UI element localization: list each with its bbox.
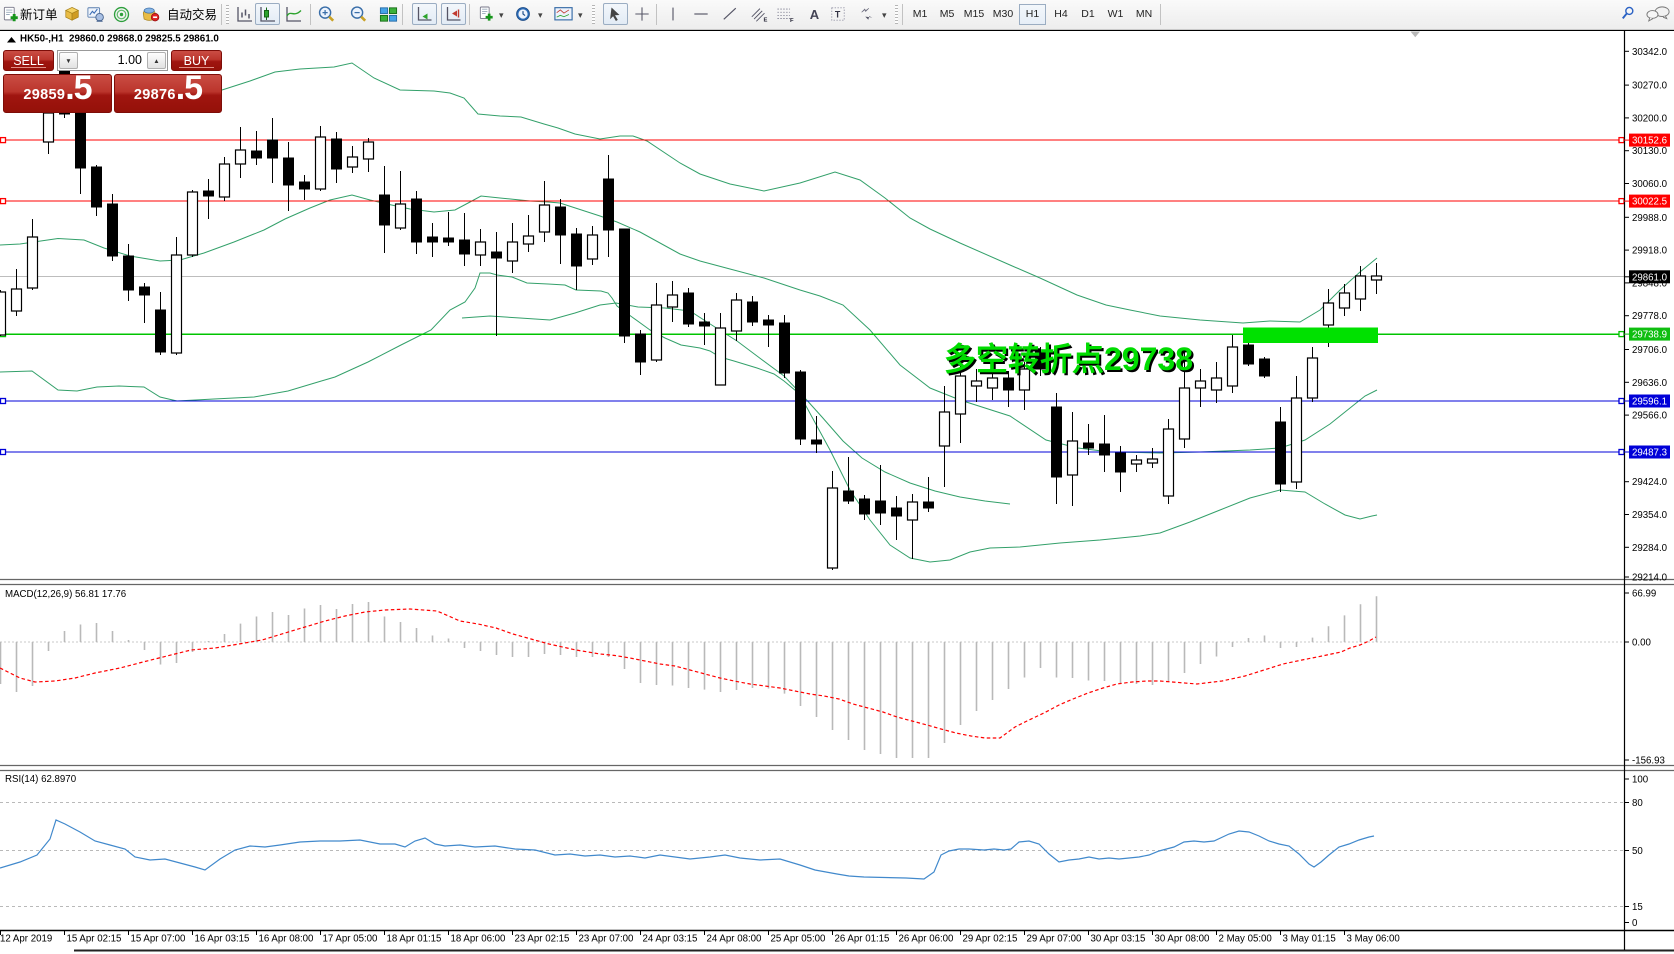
svg-text:50: 50 [1632, 846, 1643, 857]
svg-text:24 Apr 03:15: 24 Apr 03:15 [643, 934, 698, 945]
svg-text:100: 100 [1632, 775, 1649, 786]
svg-text:16 Apr 08:00: 16 Apr 08:00 [259, 934, 315, 945]
svg-text:80: 80 [1632, 798, 1643, 809]
svg-text:29424.0: 29424.0 [1632, 477, 1668, 488]
svg-text:23 Apr 02:15: 23 Apr 02:15 [515, 934, 570, 945]
svg-text:26 Apr 06:00: 26 Apr 06:00 [899, 934, 955, 945]
svg-text:HK50-,H1 29860.0 29868.0 2982: HK50-,H1 29860.0 29868.0 29825.5 29861.0 [20, 34, 219, 45]
svg-text:12 Apr 2019: 12 Apr 2019 [0, 934, 52, 945]
svg-text:T: T [835, 10, 841, 20]
svg-text:29354.0: 29354.0 [1632, 510, 1668, 521]
svg-text:30 Apr 08:00: 30 Apr 08:00 [1155, 934, 1211, 945]
svg-text:多空转折点29738: 多空转折点29738 [946, 343, 1195, 379]
svg-text:66.99: 66.99 [1632, 589, 1656, 600]
svg-text:0: 0 [1632, 918, 1638, 929]
svg-text:23 Apr 07:00: 23 Apr 07:00 [579, 934, 635, 945]
svg-text:29848.0: 29848.0 [1632, 278, 1668, 289]
svg-text:15: 15 [1632, 902, 1643, 913]
svg-text:29706.0: 29706.0 [1632, 345, 1668, 356]
svg-text:29738.9: 29738.9 [1632, 330, 1667, 341]
svg-text:29 Apr 07:00: 29 Apr 07:00 [1027, 934, 1083, 945]
svg-text:24 Apr 08:00: 24 Apr 08:00 [707, 934, 763, 945]
svg-text:3 May 06:00: 3 May 06:00 [1347, 934, 1401, 945]
svg-text:30152.6: 30152.6 [1632, 136, 1667, 147]
svg-text:多空转折点29738: 多空转折点29738 [944, 341, 1193, 377]
svg-text:RSI(14) 62.8970: RSI(14) 62.8970 [5, 774, 77, 785]
svg-text:29 Apr 02:15: 29 Apr 02:15 [963, 934, 1018, 945]
svg-text:30130.0: 30130.0 [1632, 146, 1668, 157]
svg-text:17 Apr 05:00: 17 Apr 05:00 [323, 934, 379, 945]
svg-text:18 Apr 01:15: 18 Apr 01:15 [387, 934, 442, 945]
svg-text:29918.0: 29918.0 [1632, 246, 1668, 257]
svg-text:-156.93: -156.93 [1632, 756, 1665, 767]
svg-text:16 Apr 03:15: 16 Apr 03:15 [195, 934, 250, 945]
svg-text:29636.0: 29636.0 [1632, 378, 1668, 389]
svg-text:29487.3: 29487.3 [1632, 448, 1667, 459]
svg-text:30060.0: 30060.0 [1632, 179, 1668, 190]
svg-text:15 Apr 07:00: 15 Apr 07:00 [131, 934, 187, 945]
svg-text:30022.5: 30022.5 [1632, 197, 1667, 208]
svg-text:2 May 05:00: 2 May 05:00 [1219, 934, 1273, 945]
svg-text:29284.0: 29284.0 [1632, 543, 1668, 554]
svg-text:30342.0: 30342.0 [1632, 47, 1668, 58]
svg-text:MACD(12,26,9) 56.81 17.76: MACD(12,26,9) 56.81 17.76 [5, 589, 126, 600]
svg-text:E: E [764, 17, 768, 23]
svg-text:29861.0: 29861.0 [1632, 272, 1668, 283]
svg-text:3 May 01:15: 3 May 01:15 [1283, 934, 1336, 945]
svg-text:29566.0: 29566.0 [1632, 411, 1668, 422]
svg-text:25 Apr 05:00: 25 Apr 05:00 [771, 934, 827, 945]
svg-text:18 Apr 06:00: 18 Apr 06:00 [451, 934, 507, 945]
svg-text:29596.1: 29596.1 [1632, 397, 1667, 408]
svg-text:30 Apr 03:15: 30 Apr 03:15 [1091, 934, 1146, 945]
svg-text:26 Apr 01:15: 26 Apr 01:15 [835, 934, 890, 945]
svg-text:29778.0: 29778.0 [1632, 311, 1668, 322]
svg-text:F: F [790, 18, 794, 24]
svg-text:30200.0: 30200.0 [1632, 113, 1668, 124]
svg-text:30270.0: 30270.0 [1632, 81, 1668, 92]
svg-text:29988.0: 29988.0 [1632, 213, 1668, 224]
svg-text:15 Apr 02:15: 15 Apr 02:15 [67, 934, 122, 945]
svg-text:0.00: 0.00 [1632, 638, 1651, 649]
svg-text:29214.0: 29214.0 [1632, 573, 1668, 584]
